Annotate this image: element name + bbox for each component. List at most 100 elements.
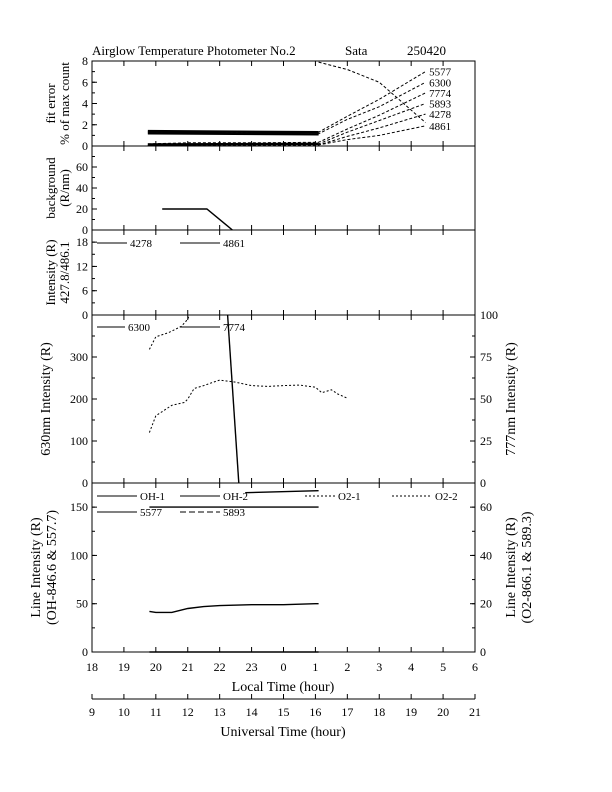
line-intensity-y2-tick-label: 0 — [480, 645, 486, 659]
universal-time-label: Universal Time (hour) — [220, 725, 346, 740]
universal-time-tick-label: 10 — [118, 705, 130, 719]
630-777-y-tick-label: 100 — [70, 434, 88, 448]
local-time-tick-label: 19 — [118, 660, 130, 674]
line-intensity-y-tick-label: 150 — [70, 500, 88, 514]
fit-error-cluster-line — [147, 132, 319, 136]
legend-4861-legend-label: 4861 — [223, 238, 245, 250]
universal-time-tick-label: 17 — [341, 705, 353, 719]
background-y-tick-label: 60 — [76, 160, 88, 174]
universal-time-tick-label: 21 — [469, 705, 481, 719]
chart-title: Airglow Temperature Photometer No.2 — [92, 43, 296, 58]
local-time-tick-label: 21 — [182, 660, 194, 674]
local-time-tick-label: 2 — [344, 660, 350, 674]
series-unlabeled-line — [162, 208, 233, 231]
line-intensity-y-tick-label: 100 — [70, 548, 88, 562]
series-7774-line — [147, 92, 426, 145]
legend-oh2-legend-label: OH-2 — [223, 491, 248, 503]
intensity-427-486-ylabel: Intensity (R) — [43, 239, 58, 305]
local-time-tick-label: 6 — [472, 660, 478, 674]
legend-6300-legend-label: 6300 — [128, 322, 151, 334]
fit-error-y-tick-label: 6 — [82, 75, 88, 89]
universal-time-tick-label: 9 — [89, 705, 95, 719]
intensity-427-486-y-tick-label: 6 — [82, 284, 88, 298]
local-time-tick-label: 18 — [86, 660, 98, 674]
630-777-ylabel-right: 777nm Intensity (R) — [504, 342, 519, 456]
local-time-tick-label: 4 — [408, 660, 414, 674]
fit-error-y-tick-label: 8 — [82, 54, 88, 68]
630-777-y2-tick-label: 50 — [480, 392, 492, 406]
local-time-tick-label: 22 — [214, 660, 226, 674]
legend-o2-2-legend-label: O2-2 — [435, 491, 458, 503]
universal-time-tick-label: 12 — [182, 705, 194, 719]
fit-error-ylabel: % of max count — [57, 62, 72, 145]
series-6300-line — [148, 379, 348, 433]
local-time-tick-label: 5 — [440, 660, 446, 674]
local-time-tick-label: 1 — [312, 660, 318, 674]
630-777-y2-tick-label: 0 — [480, 476, 486, 490]
series-unlabeled-line — [245, 490, 319, 494]
local-time-label: Local Time (hour) — [232, 680, 335, 695]
background-ylabel: background — [43, 157, 58, 219]
line-intensity-ylabel-right: Line Intensity (R) — [504, 517, 519, 618]
universal-time-tick-label: 20 — [437, 705, 449, 719]
line-intensity-y2-tick-label: 20 — [480, 597, 492, 611]
line-intensity-ylabel-right: (O2-866.1 & 589.3) — [520, 511, 535, 623]
line-intensity-y-tick-label: 50 — [76, 597, 88, 611]
fit-error-label-5893: 5893 — [429, 99, 452, 111]
legend-7774-legend-label: 7774 — [223, 322, 246, 334]
background-y-tick-label: 0 — [82, 223, 88, 237]
630-777-ylabel-left: 630nm Intensity (R) — [39, 342, 54, 456]
universal-time-tick-label: 16 — [309, 705, 321, 719]
fit-error-y-tick-label: 0 — [82, 139, 88, 153]
line-intensity-ylabel-left: (OH-846.6 & 557.7) — [45, 510, 60, 625]
series-5577-line — [147, 71, 426, 134]
background-y-tick-label: 40 — [76, 181, 88, 195]
universal-time-tick-label: 11 — [150, 705, 162, 719]
panel-frame — [91, 145, 476, 231]
local-time-tick-label: 20 — [150, 660, 162, 674]
intensity-427-486-y-tick-label: 0 — [82, 308, 88, 322]
fit-error-label-4861: 4861 — [429, 121, 451, 133]
local-time-tick-label: 23 — [246, 660, 258, 674]
fit-error-label-7774: 7774 — [429, 88, 452, 100]
station-name: Sata — [345, 43, 368, 58]
series-unlabeled-line — [226, 314, 240, 484]
630-777-y-tick-label: 200 — [70, 392, 88, 406]
series-6300-line — [148, 314, 190, 350]
local-time-tick-label: 0 — [281, 660, 287, 674]
series-5577-line — [149, 603, 319, 614]
legend-5893-legend-label: 5893 — [223, 507, 246, 519]
universal-time-tick-label: 14 — [246, 705, 258, 719]
background-y-tick-label: 20 — [76, 202, 88, 216]
universal-time-tick-label: 18 — [373, 705, 385, 719]
line-intensity-y2-tick-label: 40 — [480, 548, 492, 562]
630-777-y2-tick-label: 75 — [480, 350, 492, 364]
fit-error-label-6300: 6300 — [429, 77, 452, 89]
data-lines — [147, 61, 426, 653]
intensity-427-486-ylabel: 427.8/486.1 — [57, 241, 72, 303]
fit-error-cluster-line — [147, 142, 319, 146]
630-777-y-tick-label: 0 — [82, 476, 88, 490]
630-777-y2-tick-label: 100 — [480, 308, 498, 322]
background-ylabel: (R/nm) — [57, 169, 72, 207]
intensity-427-486-y-tick-label: 12 — [76, 259, 88, 273]
series-5893-line — [147, 103, 426, 146]
line-intensity-y-tick-label: 0 — [82, 645, 88, 659]
intensity-427-486-y-tick-label: 18 — [76, 235, 88, 249]
universal-time-tick-label: 19 — [405, 705, 417, 719]
panel-frame — [91, 314, 476, 484]
x-axes: Local Time (hour) Universal Time (hour) … — [86, 660, 481, 740]
local-time-tick-label: 3 — [376, 660, 382, 674]
630-777-y2-tick-label: 25 — [480, 434, 492, 448]
legend-o2-1-legend-label: O2-1 — [338, 491, 361, 503]
universal-time-tick-label: 13 — [214, 705, 226, 719]
chart-date: 250420 — [407, 43, 446, 58]
fit-error-label-4278: 4278 — [429, 109, 452, 121]
series-6300-line — [147, 81, 426, 135]
fit-error-y-tick-label: 4 — [82, 97, 88, 111]
fit-error-cluster-line — [147, 129, 319, 134]
legend-oh1-legend-label: OH-1 — [140, 491, 165, 503]
